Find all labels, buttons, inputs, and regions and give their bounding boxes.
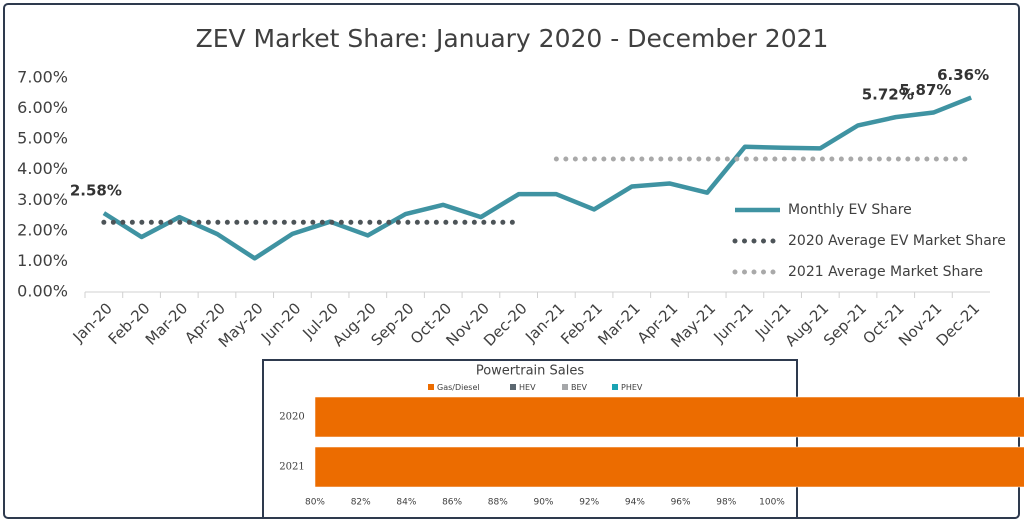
y-tick-label: 6.00%: [17, 98, 68, 117]
bar-segment: [314, 396, 1024, 438]
x-tick-label: 100%: [759, 498, 785, 508]
x-tick-label: 82%: [351, 498, 371, 508]
x-tick-label: 92%: [579, 498, 599, 508]
legend-swatch: [562, 384, 568, 390]
x-tick-label: 88%: [488, 498, 508, 508]
y-tick-label: 1.00%: [17, 251, 68, 270]
series-line: [102, 95, 972, 261]
y-tick-label: 7.00%: [17, 68, 68, 87]
legend-label: Gas/Diesel: [437, 383, 480, 392]
legend-swatch: [510, 384, 516, 390]
legend-label: 2021 Average Market Share: [788, 264, 983, 280]
data-label: 5.87%: [899, 81, 951, 99]
legend-label: 2020 Average EV Market Share: [788, 233, 1006, 249]
inset-title: Powertrain Sales: [476, 364, 585, 379]
legend-swatch: [428, 384, 434, 390]
data-label: 6.36%: [937, 66, 989, 84]
chart-title: ZEV Market Share: January 2020 - Decembe…: [196, 24, 829, 53]
legend-label: PHEV: [621, 383, 643, 392]
x-tick-label: 80%: [305, 498, 325, 508]
data-label: 5.72%: [862, 86, 914, 104]
y-tick-label: 5.00%: [17, 129, 68, 148]
y-tick-label: 4.00%: [17, 159, 68, 178]
x-tick-label: 90%: [533, 498, 553, 508]
legend-swatch: [612, 384, 618, 390]
legend-label: Monthly EV Share: [788, 202, 912, 218]
x-tick-label: 98%: [716, 498, 736, 508]
y-tick-label: 2021: [279, 462, 304, 473]
inset-frame: [262, 359, 798, 519]
y-tick-label: 0.00%: [17, 282, 68, 301]
x-tick-label: 84%: [396, 498, 416, 508]
y-tick-label: 2020: [279, 412, 304, 423]
legend-label: BEV: [571, 383, 588, 392]
x-tick-label: 94%: [625, 498, 645, 508]
x-tick-label: 96%: [671, 498, 691, 508]
bar-segment: [314, 446, 1024, 488]
x-tick-label: 86%: [442, 498, 462, 508]
legend-label: HEV: [519, 383, 536, 392]
y-tick-label: 3.00%: [17, 190, 68, 209]
y-tick-label: 2.00%: [17, 220, 68, 239]
data-label: 2.58%: [70, 182, 122, 200]
